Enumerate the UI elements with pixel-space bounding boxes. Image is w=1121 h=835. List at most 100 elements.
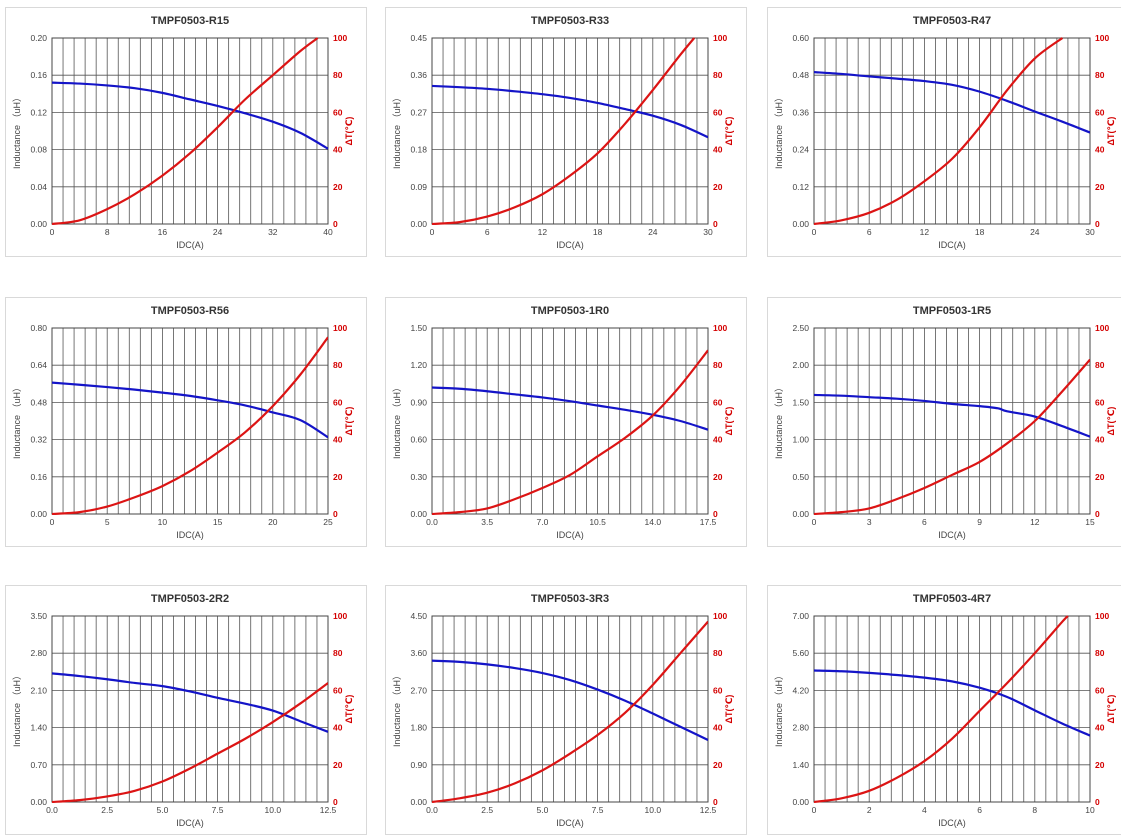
y2-tick-label: 60 <box>1095 397 1105 407</box>
y2-axis-label: ΔT(℃) <box>1106 695 1116 724</box>
y-tick-label: 0.16 <box>30 70 47 80</box>
y2-tick-label: 0 <box>1095 509 1100 519</box>
gridlines <box>432 328 708 514</box>
x-tick-label: 7.5 <box>212 805 224 815</box>
y-tick-label: 0.27 <box>410 107 427 117</box>
y2-tick-label: 0 <box>1095 797 1100 807</box>
y-axis-label: Inductance （uH） <box>12 383 22 459</box>
y2-tick-label: 80 <box>333 360 343 370</box>
plot-frame <box>814 38 1090 224</box>
y2-tick-label: 40 <box>1095 145 1105 155</box>
y2-tick-label: 100 <box>713 33 727 43</box>
x-tick-label: 5 <box>105 517 110 527</box>
y2-axis-label: ΔT(℃) <box>724 695 734 724</box>
chart-panel: TMPF0503-2R2 0.0 2.5 5.0 7.5 10.0 12.5 0.00 0.70… <box>5 585 367 835</box>
gridlines <box>814 38 1090 224</box>
x-axis-label: IDC(A) <box>176 530 204 540</box>
chart-svg: TMPF0503-3R30.0 2.5 5.0 7.5 10.0 12.50.000.90… <box>386 586 746 834</box>
y2-tick-label: 40 <box>1095 723 1105 733</box>
chart-svg: TMPF0503-R47 0 6 12 18 24 30 0.00 0.12 0.24 0.36 0.… <box>768 8 1121 256</box>
temperature-rise-line <box>432 350 708 514</box>
x-axis-label: IDC(A) <box>556 530 584 540</box>
inductance-line <box>432 661 708 740</box>
y-axis-label: Inductance （uH） <box>12 93 22 169</box>
temperature-rise-line <box>814 38 1062 224</box>
y2-tick-label: 100 <box>1095 611 1109 621</box>
x-tick-label: 0 <box>812 805 817 815</box>
y-tick-label: 0.00 <box>410 219 427 229</box>
y-tick-label: 2.80 <box>792 723 809 733</box>
x-tick-label: 32 <box>268 227 278 237</box>
y-tick-label: 0.60 <box>410 435 427 445</box>
x-tick-label: 15 <box>1085 517 1095 527</box>
y2-tick-label: 0 <box>713 509 718 519</box>
temperature-rise-line <box>432 622 708 802</box>
x-tick-label: 16 <box>158 227 168 237</box>
y-tick-label: 0.90 <box>410 397 427 407</box>
x-tick-label: 6 <box>977 805 982 815</box>
inductance-line <box>52 83 328 149</box>
inductance-line <box>432 86 708 137</box>
x-tick-label: 2 <box>867 805 872 815</box>
x-tick-label: 3 <box>867 517 872 527</box>
plot-frame <box>432 38 708 224</box>
y2-axis-label: ΔT(℃) <box>724 407 734 436</box>
y2-tick-label: 80 <box>1095 70 1105 80</box>
x-axis-label: IDC(A) <box>176 818 204 828</box>
y2-tick-label: 100 <box>713 323 727 333</box>
x-tick-label: 10 <box>158 517 168 527</box>
chart-panel: TMPF0503-4R7 0 2 4 6 8 10 0.00 1.40 2.80 4.20 5.60 7… <box>767 585 1121 835</box>
y-tick-label: 2.80 <box>30 648 47 658</box>
y-tick-label: 0.48 <box>792 70 809 80</box>
x-tick-label: 0.0 <box>46 805 58 815</box>
y2-tick-label: 80 <box>713 648 723 658</box>
y2-tick-label: 0 <box>1095 219 1100 229</box>
y2-tick-label: 60 <box>333 107 343 117</box>
x-tick-label: 8 <box>1032 805 1037 815</box>
y2-tick-label: 60 <box>713 397 723 407</box>
chart-svg: TMPF0503-1R5 0 3 6 9 12 15 0.00 0.50 1.00 1.50 2.00… <box>768 298 1121 546</box>
x-axis-label: IDC(A) <box>938 240 966 250</box>
x-tick-label: 30 <box>703 227 713 237</box>
y2-tick-label: 20 <box>1095 182 1105 192</box>
y2-axis-label: ΔT(℃) <box>344 695 354 724</box>
x-axis-label: IDC(A) <box>938 818 966 828</box>
x-tick-label: 10.0 <box>265 805 282 815</box>
plot-frame <box>432 328 708 514</box>
x-tick-label: 0.0 <box>426 517 438 527</box>
y-tick-label: 0.24 <box>792 145 809 155</box>
y-tick-label: 3.50 <box>30 611 47 621</box>
y-tick-label: 0.04 <box>30 182 47 192</box>
y-tick-label: 0.30 <box>410 472 427 482</box>
y-tick-label: 0.36 <box>792 107 809 117</box>
inductance-line <box>432 388 708 430</box>
x-tick-label: 14.0 <box>645 517 662 527</box>
x-tick-label: 8 <box>105 227 110 237</box>
chart-title: TMPF0503-2R2 <box>151 593 229 605</box>
y-tick-label: 0.08 <box>30 145 47 155</box>
x-tick-label: 0 <box>50 227 55 237</box>
y2-tick-label: 60 <box>713 107 723 117</box>
y-tick-label: 0.09 <box>410 182 427 192</box>
chart-title: TMPF0503-R47 <box>913 15 991 27</box>
y2-tick-label: 20 <box>333 182 343 192</box>
y2-tick-label: 20 <box>1095 472 1105 482</box>
y-tick-label: 0.90 <box>410 760 427 770</box>
y2-tick-label: 40 <box>713 145 723 155</box>
temperature-rise-line <box>432 38 694 224</box>
y-tick-label: 1.50 <box>792 397 809 407</box>
y2-axis-label: ΔT(℃) <box>724 117 734 146</box>
y2-tick-label: 20 <box>713 182 723 192</box>
x-tick-label: 3.5 <box>481 517 493 527</box>
y2-tick-label: 100 <box>333 323 347 333</box>
x-tick-label: 7.5 <box>592 805 604 815</box>
gridlines <box>52 616 328 802</box>
chart-title: TMPF0503-R33 <box>531 15 609 27</box>
y-tick-label: 0.36 <box>410 70 427 80</box>
inductance-line <box>814 72 1090 132</box>
y-tick-label: 0.45 <box>410 33 427 43</box>
y2-tick-label: 80 <box>713 70 723 80</box>
gridlines <box>814 616 1090 802</box>
y-axis-label: Inductance （uH） <box>774 383 784 459</box>
plot-frame <box>814 616 1090 802</box>
